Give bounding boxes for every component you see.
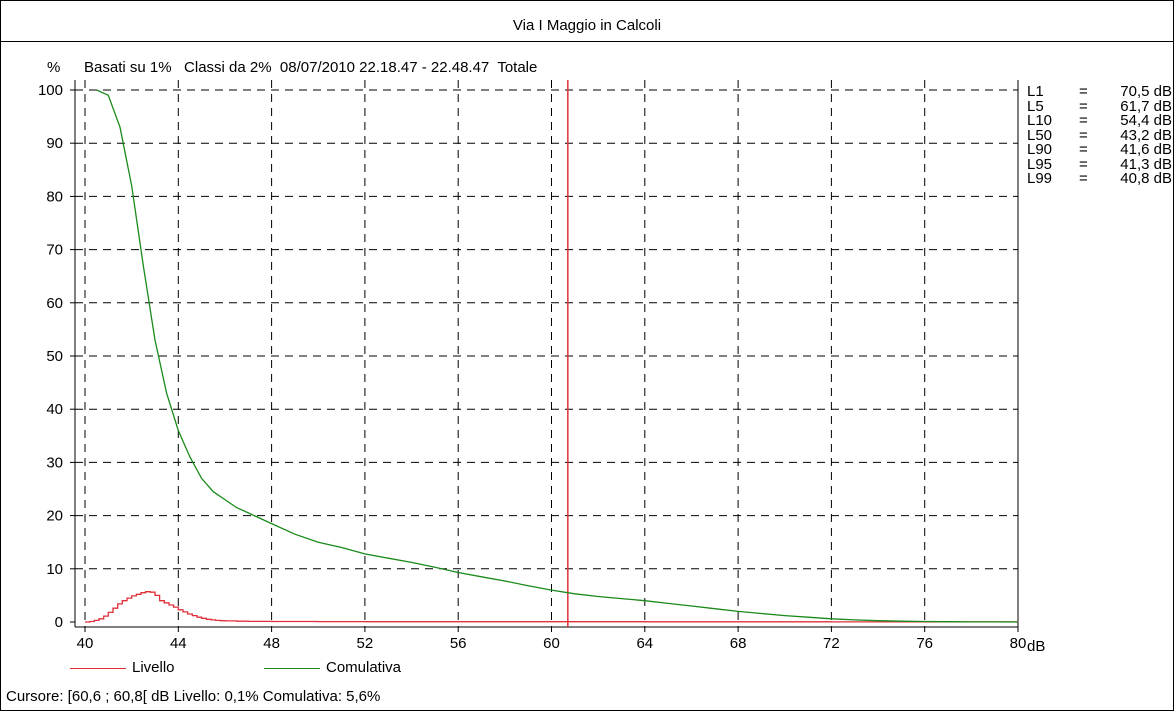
legend-label: Livello bbox=[132, 659, 175, 676]
x-axis-unit: dB bbox=[1027, 638, 1046, 655]
cursor-readout: Cursore: [60,6 ; 60,8[ dB Livello: 0,1% … bbox=[6, 688, 381, 705]
stat-row-l90: L90 = 41,6 dB bbox=[1027, 141, 1172, 158]
stat-value: 54,4 dB bbox=[1120, 112, 1172, 129]
y-tick-label: 30 bbox=[46, 454, 63, 471]
y-tick-label: 100 bbox=[38, 82, 63, 99]
stat-value: 70,5 dB bbox=[1120, 83, 1172, 100]
x-tick-label: 80 bbox=[1010, 635, 1027, 652]
title-bar: Via I Maggio in Calcoli bbox=[1, 1, 1173, 42]
y-tick-label: 20 bbox=[46, 508, 63, 525]
chart-subtitle: Basati su 1% Classi da 2% 08/07/2010 22.… bbox=[84, 59, 538, 76]
stat-eq: = bbox=[1079, 170, 1088, 187]
y-tick-label: 0 bbox=[55, 614, 63, 631]
series-line-livello bbox=[85, 591, 1019, 623]
x-tick-label: 56 bbox=[450, 635, 467, 652]
stat-label: L95 bbox=[1027, 155, 1053, 173]
x-tick-label: 60 bbox=[543, 635, 560, 652]
stat-eq: = bbox=[1079, 83, 1088, 100]
stat-value: 43,2 dB bbox=[1120, 126, 1172, 144]
stat-row-l10: L10 = 54,4 dB bbox=[1027, 112, 1172, 129]
x-tick-label: 72 bbox=[823, 635, 840, 652]
y-axis-label: % bbox=[47, 59, 61, 76]
x-tick-label: 52 bbox=[357, 635, 374, 652]
chart-title: Via I Maggio in Calcoli bbox=[512, 17, 662, 34]
stat-row-l1: L1 = 70,5 dB bbox=[1027, 83, 1172, 100]
stat-row-l50: L50 = 43,2 dB bbox=[1027, 126, 1172, 144]
x-tick-label: 40 bbox=[77, 635, 94, 652]
stat-value: 61,7 dB bbox=[1120, 97, 1172, 115]
x-tick-label: 76 bbox=[916, 635, 933, 652]
stat-row-l95: L95 = 41,3 dB bbox=[1027, 155, 1172, 173]
legend-swatch-livello bbox=[70, 668, 126, 669]
stat-row-l5: L5 = 61,7 dB bbox=[1027, 97, 1172, 115]
stat-label: L5 bbox=[1027, 97, 1044, 115]
x-tick-label: 44 bbox=[170, 635, 187, 652]
y-tick-label: 10 bbox=[46, 561, 63, 578]
y-tick-label: 40 bbox=[46, 401, 63, 418]
stat-eq: = bbox=[1079, 141, 1088, 158]
stat-eq: = bbox=[1079, 155, 1088, 173]
stat-value: 41,3 dB bbox=[1120, 155, 1172, 173]
legend-label: Comulativa bbox=[326, 659, 402, 676]
stat-row-l99: L99 = 40,8 dB bbox=[1027, 170, 1172, 187]
y-tick-label: 60 bbox=[46, 295, 63, 312]
x-tick-label: 64 bbox=[636, 635, 653, 652]
x-tick-label: 48 bbox=[263, 635, 280, 652]
stat-label: L50 bbox=[1027, 126, 1053, 144]
stat-value: 41,6 dB bbox=[1120, 141, 1172, 158]
stat-eq: = bbox=[1079, 112, 1088, 129]
legend-swatch-comulativa bbox=[264, 668, 320, 669]
y-tick-label: 80 bbox=[46, 188, 63, 205]
y-tick-label: 70 bbox=[46, 242, 63, 259]
y-tick-label: 90 bbox=[46, 135, 63, 152]
series-line-comulativa bbox=[96, 89, 1019, 623]
grid bbox=[75, 80, 1018, 627]
series bbox=[85, 80, 1019, 627]
stat-value: 40,8 dB bbox=[1120, 170, 1172, 187]
stat-eq: = bbox=[1079, 126, 1088, 144]
stat-eq: = bbox=[1079, 97, 1088, 115]
percentile-stats: L1 = 70,5 dB L5 = 61,7 dB L10 = 54,4 dB L50 = 43… bbox=[1027, 83, 1172, 187]
x-tick-label: 68 bbox=[730, 635, 747, 652]
stat-label: L99 bbox=[1027, 170, 1053, 187]
stat-label: L1 bbox=[1027, 83, 1044, 100]
stat-label: L10 bbox=[1027, 112, 1053, 129]
axes bbox=[70, 80, 1019, 632]
tick-labels: 40 44 48 52 56 60 64 68 72 76 80 0 10 20 30 40 50 60 70 80 9… bbox=[38, 82, 1026, 652]
stat-label: L90 bbox=[1027, 141, 1053, 158]
y-tick-label: 50 bbox=[46, 348, 63, 365]
